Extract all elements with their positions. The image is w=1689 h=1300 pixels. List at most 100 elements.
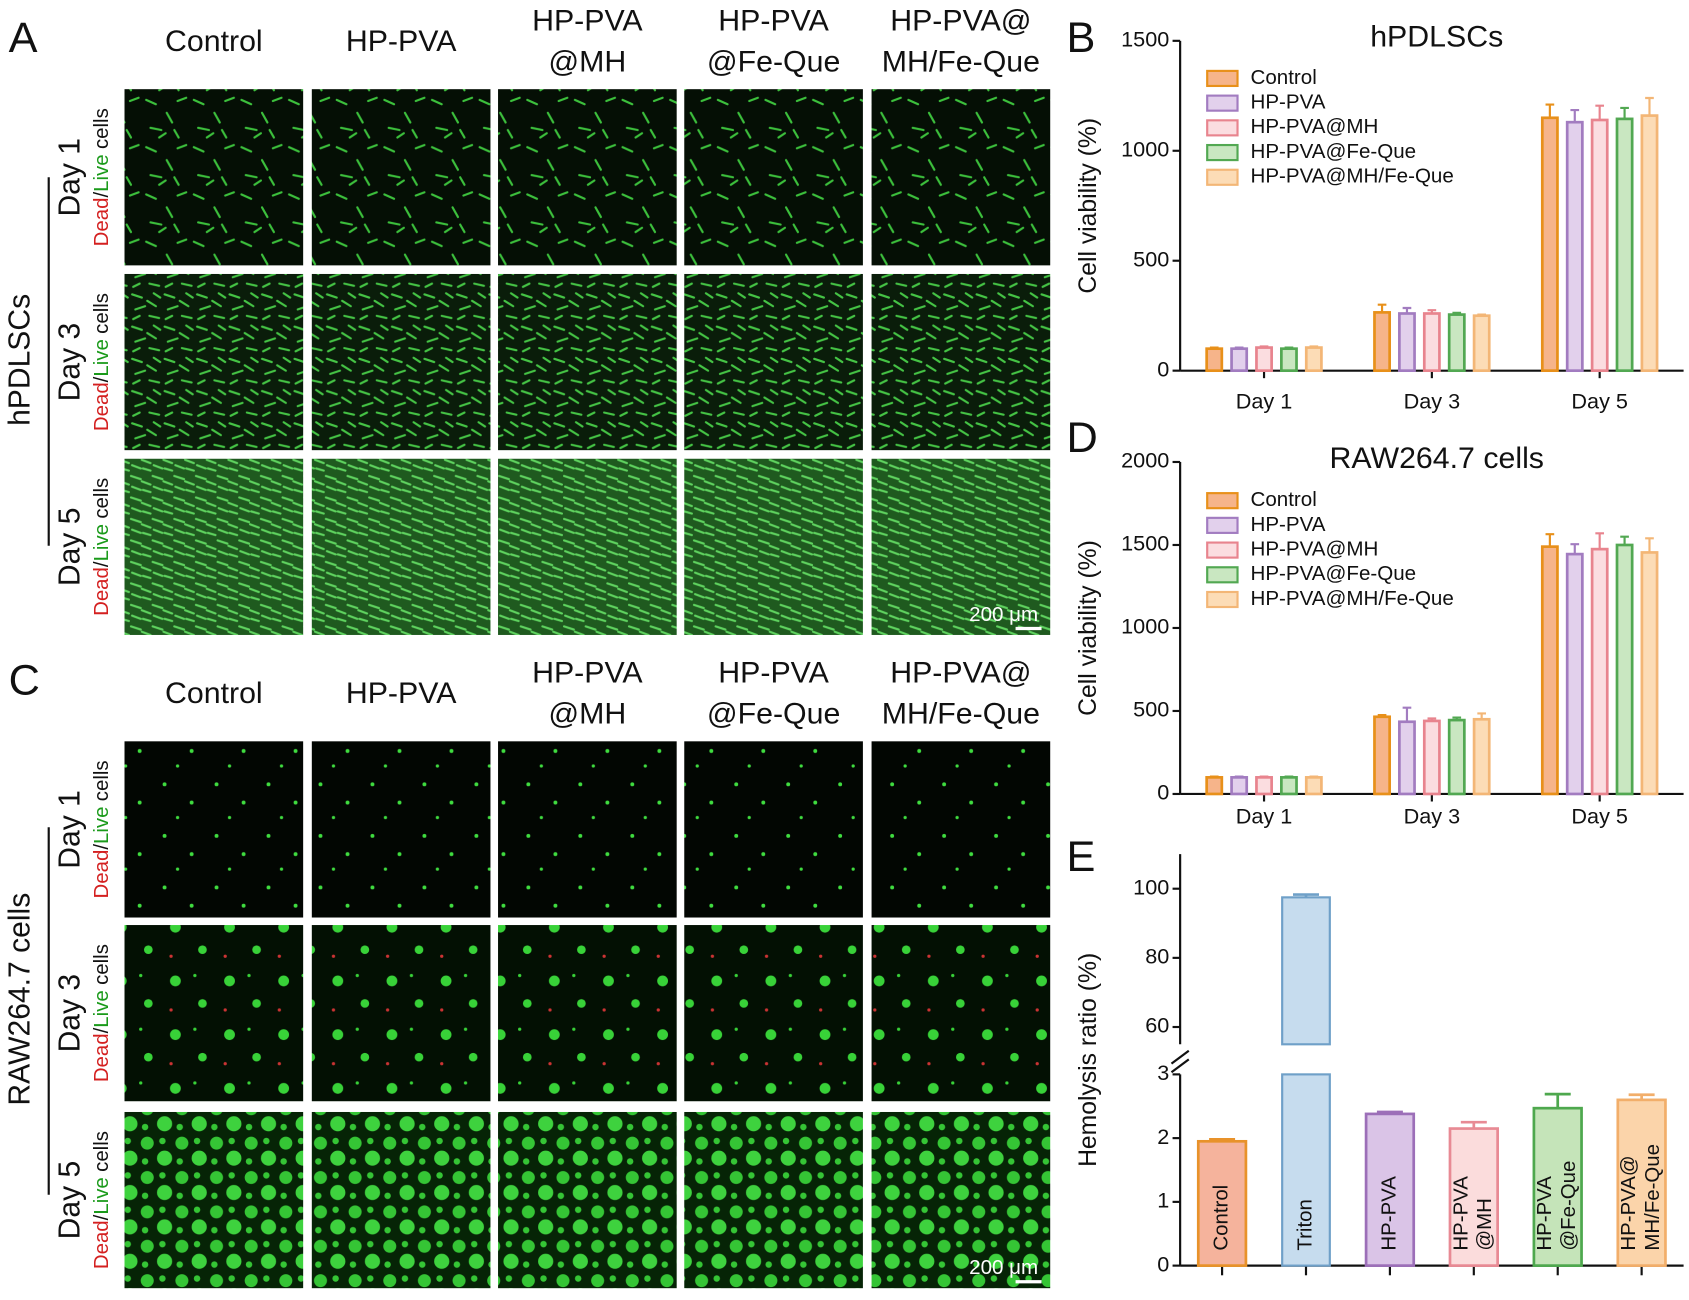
stain-part: Dead	[90, 1220, 113, 1269]
error-bar	[1293, 893, 1319, 898]
stain-part: Dead	[90, 1033, 113, 1082]
error-bar	[1234, 775, 1244, 778]
panel-letter: E	[1066, 833, 1095, 881]
micrograph	[124, 925, 304, 1102]
error-bar	[1259, 775, 1269, 778]
row-label: Day 3	[53, 974, 86, 1053]
error-bar	[1209, 1138, 1236, 1142]
category-label: HP-PVA@	[1617, 1155, 1640, 1250]
stain-part: Dead	[90, 850, 113, 899]
column-header: HP-PVA@	[890, 657, 1031, 690]
stain-part: Dead	[90, 382, 113, 431]
category-label: @MH	[1473, 1198, 1496, 1250]
stain-part: Live	[90, 524, 113, 561]
legend-swatch	[1206, 143, 1239, 162]
stain-label: Dead/Live cells	[90, 760, 113, 898]
error-bar	[1570, 109, 1580, 123]
stain-label: Dead/Live cells	[90, 478, 113, 616]
bar	[1640, 551, 1659, 796]
micrograph	[871, 458, 1051, 635]
x-tick-label: Day 5	[1571, 803, 1628, 828]
y-tick-label: 0	[1157, 780, 1169, 805]
micrograph	[498, 273, 677, 451]
bar	[1280, 776, 1298, 796]
error-bar	[1284, 346, 1294, 349]
legend-swatch	[1206, 516, 1239, 534]
micrograph	[684, 741, 863, 918]
error-bar	[1620, 106, 1629, 119]
bar	[1196, 1139, 1248, 1267]
error-bar	[1628, 1093, 1655, 1100]
micrograph	[684, 458, 863, 635]
category-label: @Fe-Que	[1557, 1161, 1580, 1251]
row-label: Day 5	[53, 1161, 86, 1240]
error-bar	[1209, 346, 1219, 349]
chart-title: RAW264.7 cells	[1330, 442, 1544, 475]
bar	[1540, 545, 1559, 796]
error-bar	[1645, 96, 1654, 116]
stain-part: Dead	[90, 567, 113, 616]
stain-part: cells	[90, 1131, 113, 1172]
column-header: Control	[165, 25, 263, 58]
error-bar	[1377, 303, 1387, 313]
y-axis-label: Cell viability (%)	[1075, 118, 1102, 294]
bar	[1373, 715, 1391, 796]
bar	[1364, 1112, 1416, 1267]
error-bar	[1595, 104, 1605, 120]
stain-part: /	[90, 1027, 113, 1033]
error-bar	[1477, 313, 1486, 316]
bar	[1398, 312, 1416, 373]
y-tick-label: 100	[1133, 874, 1169, 899]
x-tick-label: Day 3	[1404, 389, 1461, 414]
axis-break	[1170, 1049, 1190, 1074]
error-bar	[1309, 345, 1319, 348]
micrograph	[871, 89, 1051, 266]
row-label: Day 3	[53, 323, 86, 402]
y-tick-label: 1000	[1121, 137, 1169, 162]
error-bar	[1460, 1120, 1487, 1129]
bar	[1448, 1127, 1499, 1267]
chart-title: hPDLSCs	[1370, 21, 1503, 54]
legend-label: HP-PVA@Fe-Que	[1251, 140, 1417, 163]
error-bar	[1427, 717, 1437, 721]
micrograph	[498, 458, 677, 635]
error-bar	[1595, 532, 1605, 550]
column-header: HP-PVA	[532, 5, 643, 38]
column-header: @MH	[548, 698, 626, 731]
bar	[1205, 776, 1224, 796]
category-label: HP-PVA	[1449, 1176, 1472, 1251]
legend-label: Control	[1251, 488, 1317, 511]
y-tick-label: 1500	[1121, 27, 1169, 52]
stain-part: Live	[90, 339, 113, 376]
bar	[1616, 1098, 1667, 1267]
micrograph	[871, 741, 1051, 918]
y-tick-label: 500	[1133, 697, 1169, 722]
bar	[1640, 114, 1659, 373]
stain-part: cells	[90, 760, 113, 801]
micrograph	[871, 925, 1051, 1102]
micrograph	[124, 458, 304, 635]
error-bar	[1452, 716, 1462, 721]
micrograph	[684, 1111, 863, 1289]
y-tick-label: 2000	[1121, 448, 1169, 473]
micrograph	[311, 741, 491, 918]
micrograph	[311, 89, 491, 266]
y-tick-label: 1000	[1121, 614, 1169, 639]
error-bar	[1570, 543, 1580, 555]
micrograph	[311, 925, 491, 1102]
column-header: HP-PVA	[718, 5, 829, 38]
stain-part: Dead	[90, 198, 113, 247]
x-tick-label: Day 3	[1404, 803, 1461, 828]
bar	[1472, 314, 1491, 373]
stain-label: Dead/Live cells	[90, 1131, 113, 1269]
bar	[1230, 347, 1249, 373]
bar	[1230, 776, 1249, 796]
micrograph	[684, 925, 863, 1102]
category-label: Control	[1209, 1185, 1232, 1251]
micrograph	[311, 1111, 491, 1289]
y-tick-label: 3	[1157, 1060, 1169, 1085]
bar	[1590, 547, 1609, 796]
legend-label: HP-PVA@MH	[1251, 538, 1379, 561]
micrograph	[124, 741, 304, 918]
stain-part: Live	[90, 154, 113, 191]
